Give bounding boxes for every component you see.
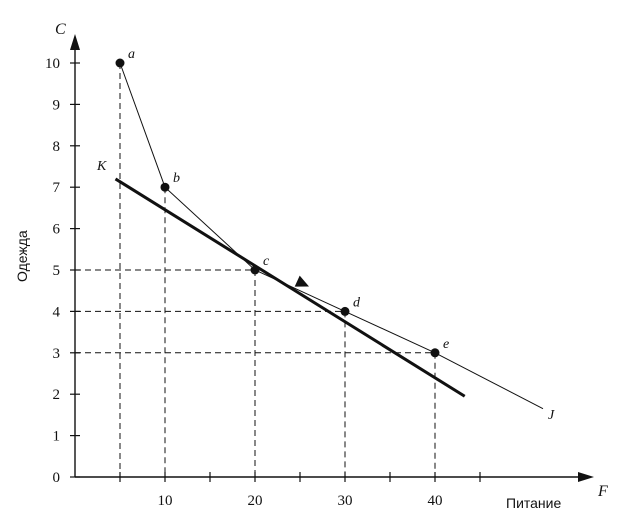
y-tick-label: 5 [53,263,61,279]
x-axis-title: Питание [506,495,561,511]
y-axis-arrow [70,34,80,50]
point-a [115,58,125,68]
y-tick-label: 1 [53,429,61,445]
y-tick-label: 7 [53,180,61,196]
axes [70,34,594,482]
point-label-d: d [353,295,361,310]
point-b [160,182,170,192]
axis-ticks: 0 1 2 3 4 5 6 7 8 9 10 10 20 30 40 [45,56,481,509]
curve-j [119,62,544,410]
curves [114,62,544,410]
y-tick-label: 2 [53,387,61,403]
point-d [340,306,350,316]
curve-j-label: J [548,408,555,423]
point-label-c: c [263,254,270,269]
x-tick-label: 10 [158,493,173,509]
y-tick-label: 9 [53,97,61,113]
x-axis-letter: F [597,483,608,500]
x-axis-arrow [578,472,594,482]
line-k-label: K [96,159,107,174]
x-tick-label: 40 [428,493,443,509]
y-tick-label: 10 [45,56,60,72]
point-label-b: b [173,171,180,186]
direction-arrow [294,275,309,287]
x-tick-label: 20 [248,493,263,509]
y-tick-label: 4 [53,304,61,320]
y-axis-letter: C [55,21,66,38]
point-e [430,348,440,358]
y-axis-title: Одежда [14,230,30,282]
point-label-a: a [128,47,135,62]
x-tick-label: 30 [338,493,353,509]
projection-dashes [75,63,436,477]
point-label-e: e [443,337,449,352]
point-c [250,265,260,275]
data-points: a b c d e [115,47,449,358]
y-tick-label: 8 [53,139,61,155]
budget-line-k [114,177,466,398]
y-tick-label: 0 [53,470,61,486]
y-tick-label: 6 [53,222,61,238]
y-tick-label: 3 [53,346,61,362]
